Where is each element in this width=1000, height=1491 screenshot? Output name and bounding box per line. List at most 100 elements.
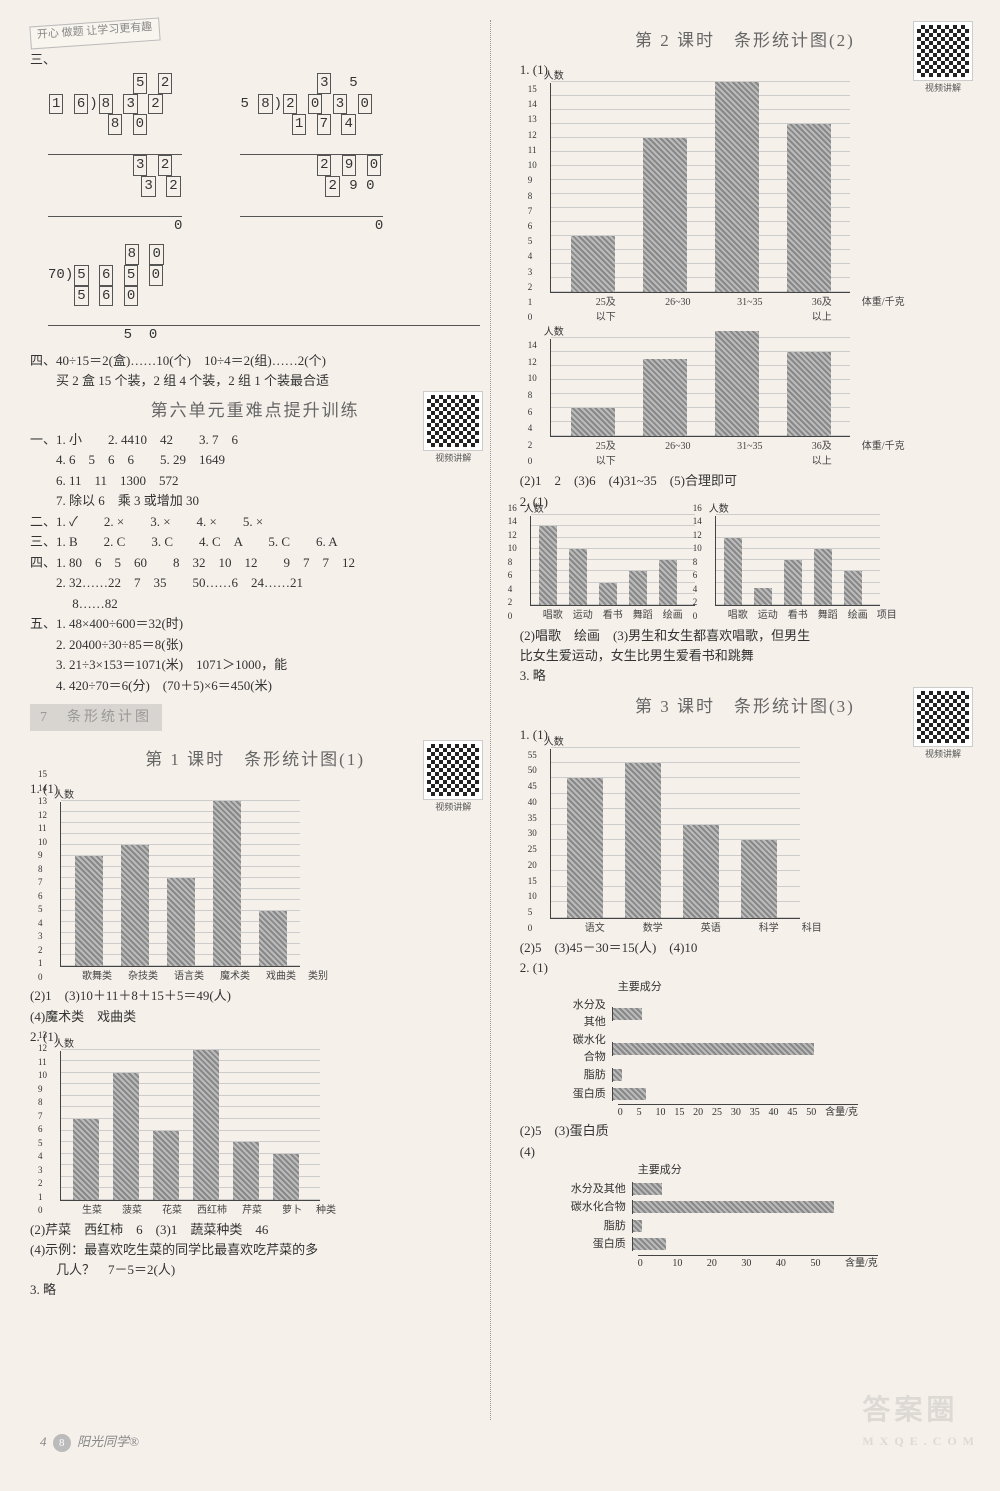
qr-icon <box>424 741 482 799</box>
right-column: 第 2 课时 条形统计图(2) 视频讲解 1. (1) 012345678910… <box>520 20 970 1420</box>
lesson2-title: 第 2 课时 条形统计图(2) <box>520 28 970 54</box>
section-3-label: 三、 <box>30 50 480 70</box>
page-number: 8 <box>53 1434 71 1452</box>
hbar-row: 蛋白质 <box>560 1236 970 1253</box>
hbar-row: 碳水化 合物 <box>540 1032 970 1065</box>
qr-icon <box>914 688 972 746</box>
bar <box>121 845 149 966</box>
bar <box>844 571 862 605</box>
hbar-row: 脂肪 <box>540 1067 970 1084</box>
hbar-2: 主要成分水分及其他碳水化合物脂肪蛋白质01020304050含量/克 <box>560 1162 970 1271</box>
l3-ans2: (2)5 (3)蛋白质 <box>520 1121 970 1141</box>
bar <box>567 778 603 917</box>
answer-line: 二、1. ✓ 2. × 3. × 4. × 5. × <box>30 512 480 532</box>
bar <box>787 352 831 436</box>
answer-line: 五、1. 48×400÷600＝32(时) <box>30 614 480 634</box>
r-q2-prefix: 2. (1) <box>520 492 970 512</box>
bar <box>193 1050 219 1200</box>
bar <box>659 560 677 605</box>
left-column: 开心 做题 让学习更有趣 三、 5 2 1 6)8 3 2 8 0 3 2 3 … <box>30 20 480 1420</box>
qr-icon <box>424 392 482 450</box>
qr-icon <box>914 22 972 80</box>
chart-3a: 0510152025303540455055人数语文数学英语科学科目 <box>550 749 970 936</box>
chart-q1-1: 0123456789101112131415人数歌舞类杂技类语言类魔术类戏曲类类… <box>60 802 480 984</box>
l2-ans2: (2)唱歌 绘画 (3)男生和女生都喜欢唱歌，但男生 比女生爱运动，女生比男生爱… <box>520 626 970 665</box>
answer-line: 3. 21÷3×153＝1071(米) 1071＞1000，能 <box>30 655 480 675</box>
bar <box>754 588 772 605</box>
bar <box>75 856 103 966</box>
long-division-1: 5 2 1 6)8 3 2 8 0 3 2 3 2 0 <box>48 73 182 236</box>
lesson1-title: 第 1 课时 条形统计图(1) <box>30 747 480 773</box>
section-4-text: 四、40÷15＝2(盒)……10(个) 10÷4＝2(组)……2(个) 买 2 … <box>30 351 480 390</box>
bar <box>599 583 617 606</box>
answer-line: 4. 420÷70＝6(分) (70＋5)×6＝450(米) <box>30 676 480 696</box>
bar <box>73 1119 99 1200</box>
bar <box>814 549 832 605</box>
bar <box>629 571 647 605</box>
column-divider <box>490 20 510 1420</box>
answer-line: 3. 略 <box>30 1280 480 1300</box>
chart-2b: 02468101214人数25及 以下26~3031~3536及 以上体重/千克 <box>550 339 970 469</box>
answer-line: 一、1. 小 2. 4410 42 3. 7 6 <box>30 430 480 450</box>
answer-line: (4)示例：最喜欢吃生菜的同学比最喜欢吃芹菜的多 几人？ 7－5＝2(人) <box>30 1240 480 1279</box>
unit6-title: 第六单元重难点提升训练 <box>30 398 480 424</box>
r-q1-prefix: 1. (1) <box>520 60 970 80</box>
bar <box>715 331 759 436</box>
answer-line: 三、1. B 2. C 3. C 4. C A 5. C 6. A <box>30 532 480 552</box>
long-division-3: 8 0 70)5 6 5 0 5 6 0 5 0 <box>48 244 480 345</box>
bar <box>571 408 615 436</box>
bar <box>784 560 802 605</box>
bar <box>539 526 557 605</box>
chart-2a: 0123456789101112131415人数25及 以下26~3031~35… <box>550 83 970 325</box>
q1-answers: (2)1 (3)10＋11＋8＋15＋5＝49(人)(4)魔术类 戏曲类 <box>30 986 480 1026</box>
answer-line: 4. 6 5 6 6 5. 29 1649 <box>30 450 480 470</box>
chart-q2-1: 012345678910111213人数生菜菠菜花菜西红柿芹菜萝卜种类 <box>60 1051 480 1218</box>
answer-line: 2. 20400÷30÷85＝8(张) <box>30 635 480 655</box>
bar <box>625 763 661 918</box>
answer-line: 8……82 <box>30 594 480 614</box>
unit6-answers: 一、1. 小 2. 4410 42 3. 7 6 4. 6 5 6 6 5. 2… <box>30 430 480 696</box>
bar <box>113 1073 139 1200</box>
answer-line: (4)魔术类 戏曲类 <box>30 1007 480 1027</box>
hbar-row: 蛋白质 <box>540 1086 970 1103</box>
hbar-row: 水分及其他 <box>560 1181 970 1198</box>
q1-prefix: 1. (1) <box>30 779 480 799</box>
bar <box>724 538 742 606</box>
bar <box>153 1131 179 1200</box>
answer-line: 6. 11 11 1300 572 <box>30 471 480 491</box>
chapter7-banner: 7 条形统计图 <box>30 704 162 731</box>
bar <box>787 124 831 292</box>
hbar-1: 主要成分水分及 其他碳水化 合物脂肪蛋白质0510152025303540455… <box>540 979 970 1121</box>
hbar-row: 碳水化合物 <box>560 1199 970 1216</box>
bar <box>643 359 687 436</box>
bar <box>259 911 287 966</box>
bar <box>643 138 687 292</box>
bar <box>233 1142 259 1200</box>
l3-ans3: (4) <box>520 1142 970 1162</box>
bar <box>167 878 195 966</box>
l2-ans3: 3. 略 <box>520 666 970 686</box>
answer-line: (2)芹菜 西红柿 6 (3)1 蔬菜种类 46 <box>30 1220 480 1240</box>
q2-prefix: 2. (1) <box>30 1027 480 1047</box>
page-footer: 4 8 阳光同学® <box>40 1432 139 1452</box>
bar <box>715 82 759 292</box>
bar <box>683 825 719 918</box>
lesson3-title: 第 3 课时 条形统计图(3) <box>520 694 970 720</box>
hbar-row: 水分及 其他 <box>540 997 970 1030</box>
r3-q1-prefix: 1. (1) <box>520 725 970 745</box>
answer-line: (2)1 (3)10＋11＋8＋15＋5＝49(人) <box>30 986 480 1006</box>
bar <box>741 840 777 917</box>
happy-tag: 开心 做题 让学习更有趣 <box>29 18 160 50</box>
answer-line: 四、1. 80 6 5 60 8 32 10 12 9 7 7 12 <box>30 553 480 573</box>
l3-ans1: (2)5 (3)45－30＝15(人) (4)10 <box>520 938 970 958</box>
hbar-row: 脂肪 <box>560 1218 970 1235</box>
l2-ans1: (2)1 2 (3)6 (4)31~35 (5)合理即可 <box>520 471 970 491</box>
r3-q2-prefix: 2. (1) <box>520 958 970 978</box>
bar <box>571 236 615 292</box>
bar <box>213 801 241 966</box>
bar <box>569 549 587 605</box>
bar <box>273 1154 299 1200</box>
long-division-2: 3 5 5 8)2 0 3 0 1 7 4 2 9 0 2 9 0 0 <box>240 73 383 236</box>
answer-line: 7. 除以 6 乘 3 或增加 30 <box>30 491 480 511</box>
q2-answers: (2)芹菜 西红柿 6 (3)1 蔬菜种类 46(4)示例：最喜欢吃生菜的同学比… <box>30 1220 480 1300</box>
